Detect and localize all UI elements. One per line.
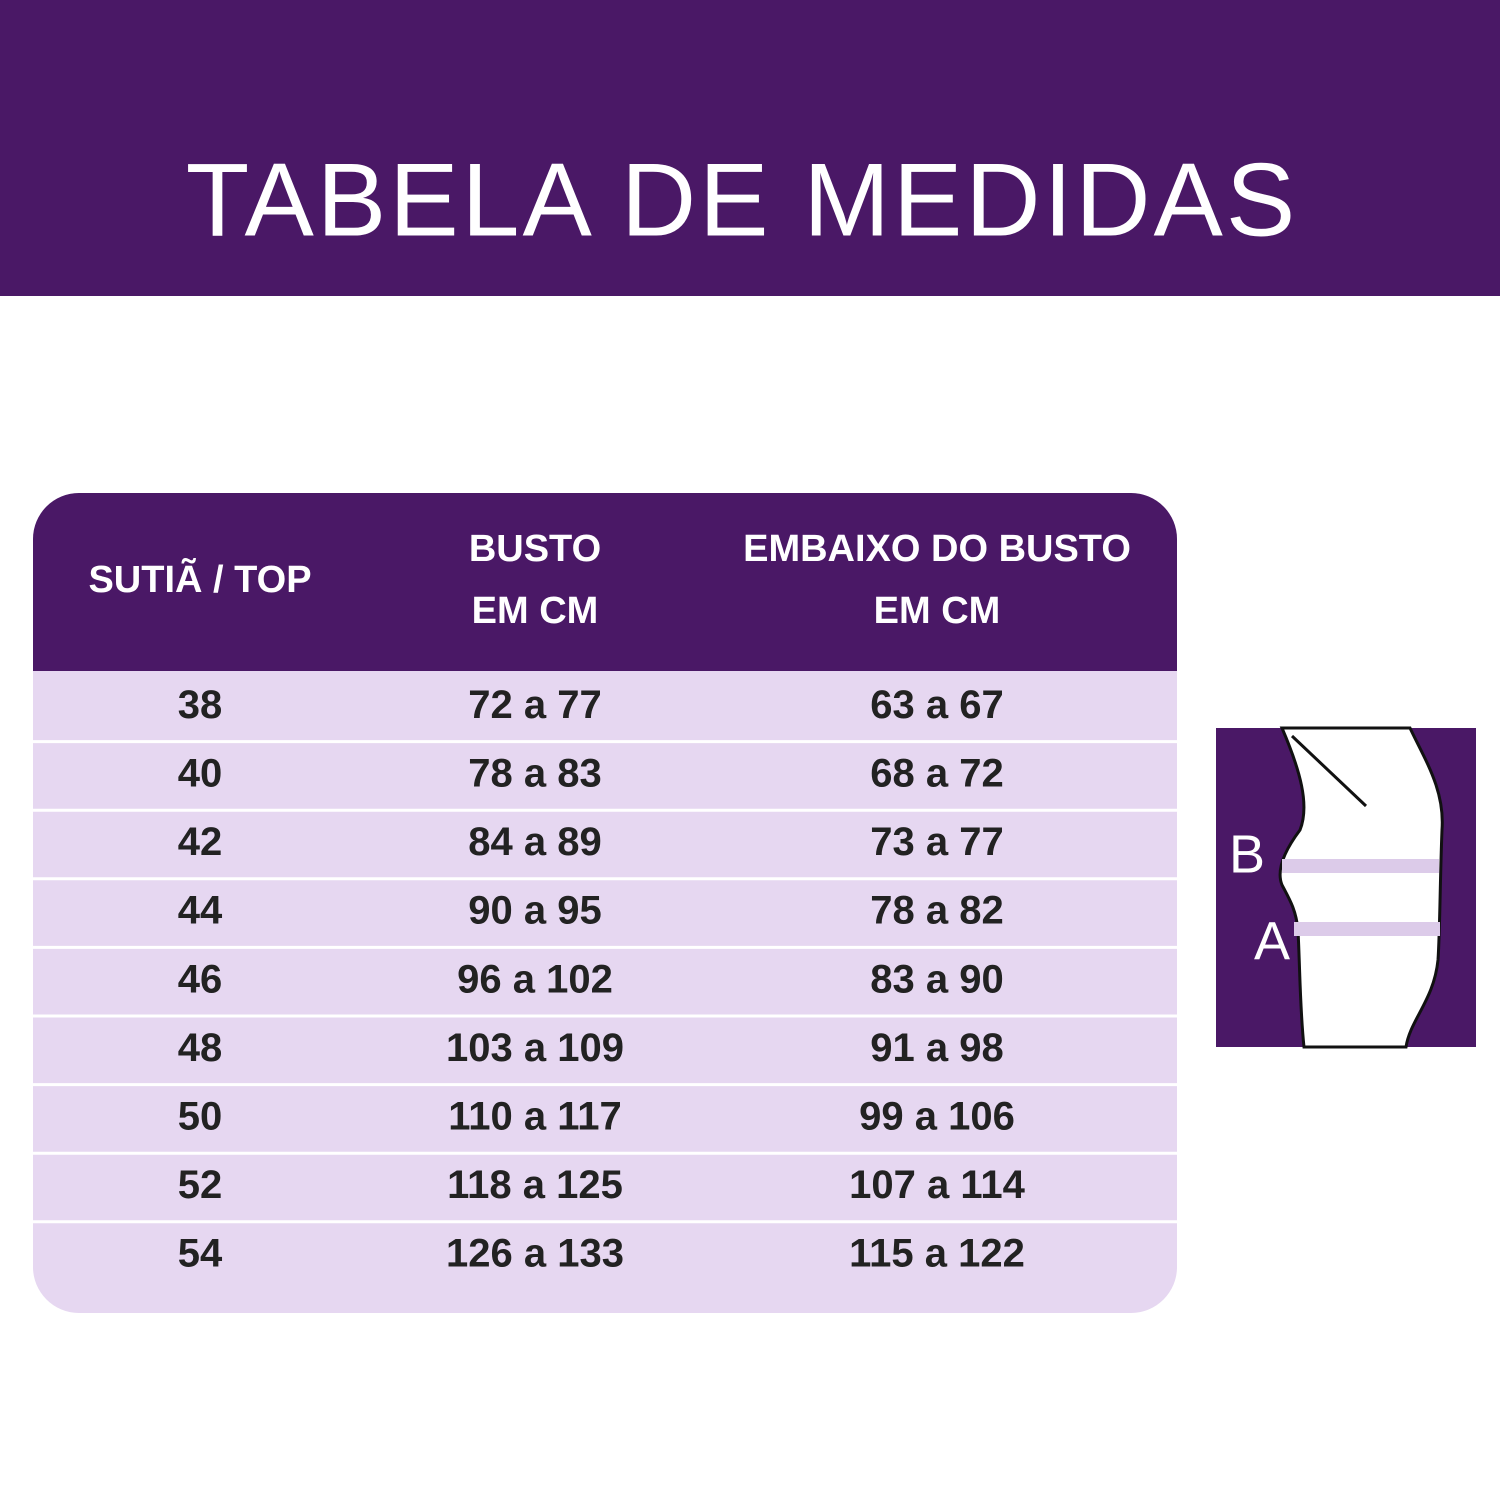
figure: B A bbox=[1216, 726, 1476, 1049]
cell: 78 a 82 bbox=[870, 889, 1003, 933]
cell: 63 a 67 bbox=[870, 683, 1003, 727]
cell: 84 a 89 bbox=[468, 820, 601, 864]
table-bg bbox=[33, 493, 1177, 1313]
cell: 40 bbox=[178, 751, 223, 795]
cell: 103 a 109 bbox=[446, 1026, 624, 1070]
cell: 52 bbox=[178, 1163, 223, 1207]
cell: 46 bbox=[178, 957, 223, 1001]
cell: 38 bbox=[178, 683, 223, 727]
column-header: BUSTO bbox=[469, 528, 601, 570]
cell: 73 a 77 bbox=[870, 820, 1003, 864]
column-header: EM CM bbox=[472, 590, 599, 632]
column-header: EMBAIXO DO BUSTO bbox=[743, 528, 1131, 570]
cell: 96 a 102 bbox=[457, 957, 613, 1001]
cell: 50 bbox=[178, 1094, 223, 1138]
title: TABELA DE MEDIDAS bbox=[186, 142, 1298, 258]
cell: 110 a 117 bbox=[448, 1094, 622, 1138]
cell: 83 a 90 bbox=[870, 957, 1003, 1001]
cell: 99 a 106 bbox=[859, 1094, 1015, 1138]
cell: 72 a 77 bbox=[468, 683, 601, 727]
cell: 118 a 125 bbox=[447, 1163, 623, 1207]
figure-label: A bbox=[1254, 911, 1290, 971]
cell: 107 a 114 bbox=[849, 1163, 1025, 1207]
cell: 68 a 72 bbox=[870, 751, 1003, 795]
figure-label: B bbox=[1229, 824, 1265, 884]
cell: 54 bbox=[178, 1232, 223, 1276]
cell: 44 bbox=[178, 889, 223, 933]
cell: 126 a 133 bbox=[446, 1232, 624, 1276]
cell: 78 a 83 bbox=[468, 751, 601, 795]
column-header: SUTIÃ / TOP bbox=[88, 557, 311, 601]
column-header: EM CM bbox=[874, 590, 1001, 632]
cell: 91 a 98 bbox=[870, 1026, 1003, 1070]
header-band bbox=[0, 0, 1500, 296]
cell: 115 a 122 bbox=[849, 1232, 1025, 1276]
table: SUTIÃ / TOP BUSTO EM CM EMBAIXO DO BUSTO EM … bbox=[33, 528, 1177, 1276]
cell: 42 bbox=[178, 820, 223, 864]
cell: 48 bbox=[178, 1026, 223, 1070]
cell: 90 a 95 bbox=[468, 889, 601, 933]
